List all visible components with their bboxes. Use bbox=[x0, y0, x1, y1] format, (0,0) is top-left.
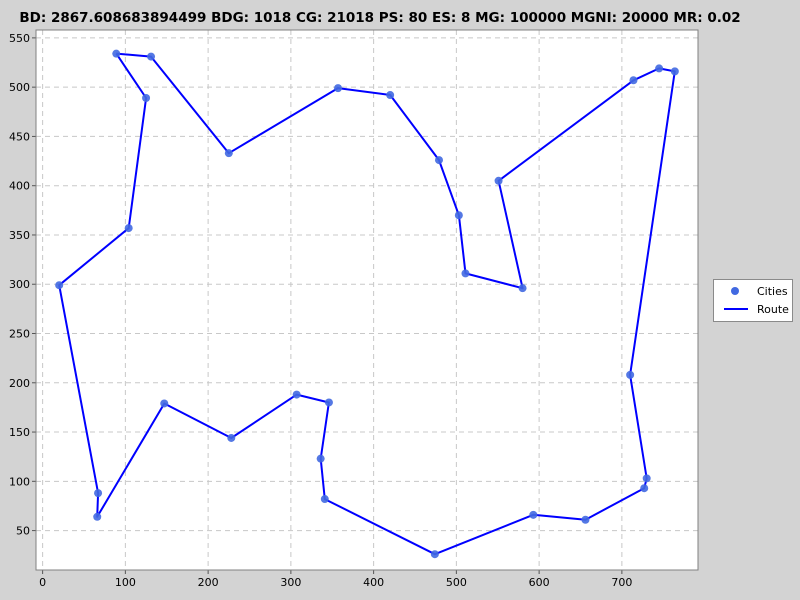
x-tick-label: 300 bbox=[280, 576, 301, 589]
y-tick-label: 250 bbox=[9, 328, 30, 341]
city-point bbox=[642, 474, 651, 483]
city-point bbox=[224, 149, 233, 158]
y-tick-label: 200 bbox=[9, 377, 30, 390]
city-point bbox=[494, 176, 503, 185]
cities-layer bbox=[55, 49, 679, 559]
city-point bbox=[529, 510, 538, 519]
legend-item-cities: Cities bbox=[714, 282, 794, 300]
city-point bbox=[316, 454, 325, 463]
x-tick-label: 0 bbox=[39, 576, 46, 589]
city-point bbox=[518, 284, 527, 293]
city-point bbox=[55, 281, 64, 290]
city-point bbox=[160, 399, 169, 408]
y-tick-label: 150 bbox=[9, 426, 30, 439]
plot-background bbox=[36, 30, 698, 570]
legend-label-route: Route bbox=[757, 303, 789, 316]
x-tick-label: 500 bbox=[446, 576, 467, 589]
chart-title: BD: 2867.608683894499 BDG: 1018 CG: 2101… bbox=[19, 10, 741, 26]
city-point bbox=[142, 93, 151, 102]
y-tick-label: 500 bbox=[9, 81, 30, 94]
city-point bbox=[430, 550, 439, 559]
x-tick-label: 400 bbox=[363, 576, 384, 589]
x-tick-label: 200 bbox=[198, 576, 219, 589]
y-tick-label: 550 bbox=[9, 32, 30, 45]
city-point bbox=[292, 390, 301, 399]
city-point bbox=[94, 489, 103, 498]
city-point bbox=[581, 515, 590, 524]
city-point bbox=[629, 76, 638, 85]
y-tick-label: 300 bbox=[9, 278, 30, 291]
y-tick-label: 50 bbox=[16, 525, 30, 538]
plot-frame bbox=[35, 29, 699, 571]
city-point bbox=[124, 224, 133, 233]
city-point bbox=[454, 211, 463, 220]
city-point bbox=[655, 64, 664, 73]
city-marker-icon bbox=[731, 287, 739, 295]
city-point bbox=[112, 49, 121, 58]
legend-item-route: Route bbox=[714, 300, 794, 318]
x-tick-label: 700 bbox=[611, 576, 632, 589]
axes: 0 100 200 300 400 500 600 700 50 100 150 200 250 300 3… bbox=[9, 29, 699, 589]
y-tick-label: 100 bbox=[9, 475, 30, 488]
city-point bbox=[670, 67, 679, 76]
city-point bbox=[434, 156, 443, 165]
city-point bbox=[320, 495, 329, 504]
city-point bbox=[93, 512, 102, 521]
legend-label-cities: Cities bbox=[757, 285, 788, 298]
city-point bbox=[461, 269, 470, 278]
y-tick-label: 400 bbox=[9, 180, 30, 193]
city-point bbox=[640, 484, 649, 493]
city-point bbox=[626, 370, 635, 379]
city-point bbox=[386, 91, 395, 100]
x-tick-label: 100 bbox=[115, 576, 136, 589]
route-line-icon bbox=[724, 308, 748, 310]
city-point bbox=[147, 52, 156, 61]
y-tick-label: 350 bbox=[9, 229, 30, 242]
legend: Cities Route bbox=[713, 279, 793, 322]
city-point bbox=[324, 398, 333, 407]
city-point bbox=[227, 433, 236, 442]
city-point bbox=[334, 84, 343, 93]
x-tick-label: 600 bbox=[529, 576, 550, 589]
y-tick-label: 450 bbox=[9, 130, 30, 143]
